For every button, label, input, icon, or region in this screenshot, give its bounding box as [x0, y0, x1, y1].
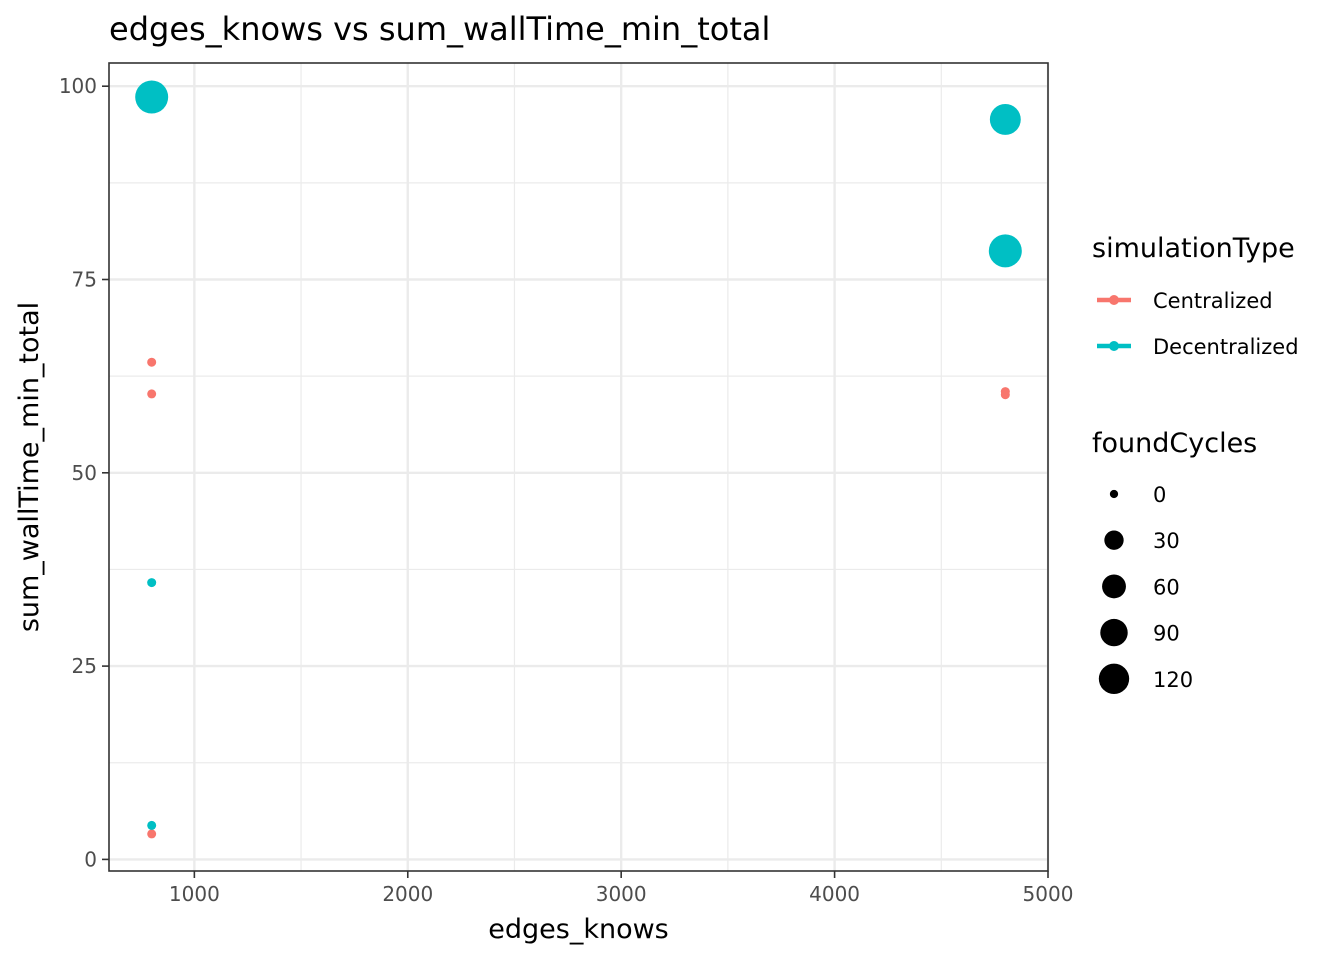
- x-tick-label: 2000: [382, 882, 433, 906]
- legend-label: 0: [1153, 483, 1166, 507]
- axis-ticks: 1000 2000 3000 4000 5000 0 25 50 75 100: [59, 74, 1074, 906]
- x-axis-title: edges_knows: [488, 914, 668, 945]
- data-point: [989, 103, 1021, 135]
- legend-size-point: [1104, 530, 1124, 550]
- y-axis-title: sum_wallTime_min_total: [14, 302, 45, 632]
- legend-label: 30: [1153, 529, 1180, 553]
- data-point: [147, 820, 157, 830]
- data-point: [147, 357, 157, 367]
- chart-title: edges_knows vs sum_wallTime_min_total: [109, 10, 770, 48]
- legend-label: Decentralized: [1153, 335, 1299, 359]
- legend-key-point: [1109, 341, 1119, 351]
- color-legend-title: simulationType: [1092, 233, 1295, 264]
- data-point: [147, 578, 157, 588]
- x-tick-label: 1000: [169, 882, 220, 906]
- legend-label: 60: [1153, 575, 1180, 599]
- x-tick-label: 5000: [1023, 882, 1074, 906]
- data-point: [1000, 390, 1010, 400]
- x-tick-label: 3000: [596, 882, 647, 906]
- data-point: [988, 234, 1022, 268]
- legend-size-point: [1109, 489, 1119, 499]
- y-tick-label: 75: [72, 267, 97, 291]
- data-point: [147, 829, 157, 839]
- y-tick-label: 100: [59, 74, 97, 98]
- x-tick-label: 4000: [809, 882, 860, 906]
- legend-label: 120: [1153, 668, 1193, 692]
- legend-size-point: [1100, 618, 1128, 647]
- legend-size-point: [1098, 663, 1130, 694]
- data-point: [135, 80, 169, 114]
- data-point: [147, 389, 157, 399]
- data-points: [135, 80, 1022, 839]
- y-tick-label: 50: [72, 461, 97, 485]
- legend-label: 90: [1153, 622, 1180, 646]
- legend-size-point: [1102, 574, 1126, 599]
- legend: simulationType Centralized Decentralized fo…: [1092, 233, 1299, 694]
- y-tick-label: 25: [72, 654, 97, 678]
- plot-border: [108, 62, 1049, 872]
- y-tick-label: 0: [84, 847, 97, 871]
- legend-label: Centralized: [1153, 289, 1273, 313]
- legend-key-point: [1109, 295, 1119, 305]
- size-legend-title: foundCycles: [1092, 428, 1257, 459]
- plot-panel: [109, 63, 1048, 871]
